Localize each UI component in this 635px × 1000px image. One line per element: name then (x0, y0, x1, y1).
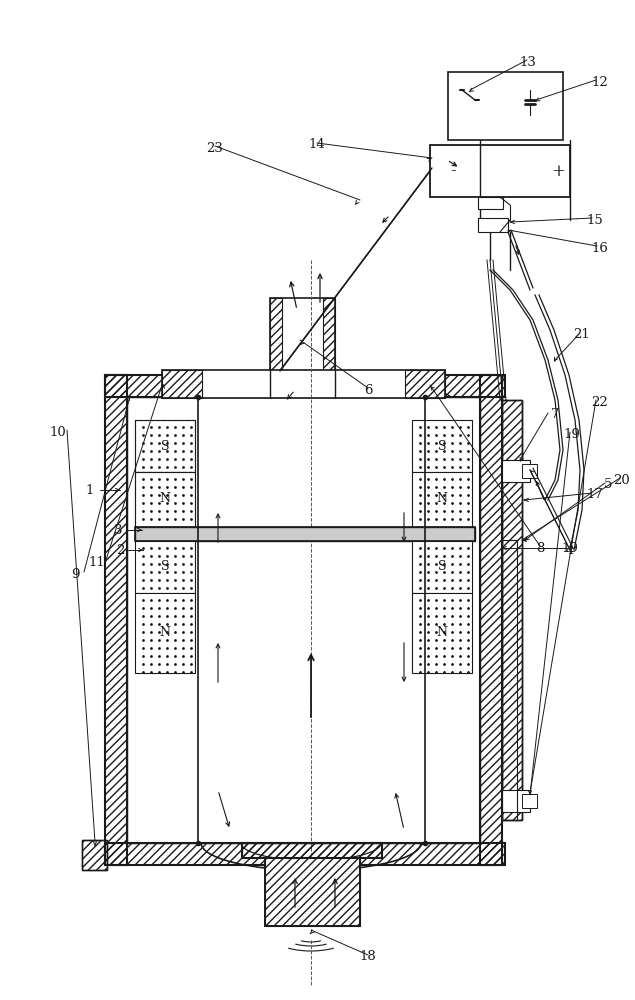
Bar (105, 375, 127, 865)
Text: 23: 23 (206, 141, 224, 154)
Text: 14: 14 (309, 138, 325, 151)
Bar (478, 218, 508, 232)
Text: 17: 17 (587, 488, 603, 502)
Bar (502, 540, 517, 820)
Text: 21: 21 (573, 328, 591, 342)
Text: 18: 18 (359, 950, 377, 964)
Text: +: + (551, 162, 565, 180)
Text: 9: 9 (70, 568, 79, 580)
Text: 3: 3 (114, 524, 123, 536)
Text: 13: 13 (519, 55, 537, 68)
Text: 7: 7 (551, 408, 559, 422)
Bar (405, 370, 445, 398)
Text: S: S (438, 560, 446, 574)
Bar (135, 593, 195, 673)
Bar (265, 858, 360, 926)
Text: 5: 5 (604, 479, 612, 491)
Bar (135, 472, 195, 527)
Bar (502, 400, 522, 820)
Bar (242, 843, 382, 858)
Bar (412, 541, 472, 593)
Bar (105, 843, 505, 865)
Text: N: N (436, 626, 448, 640)
Bar (502, 400, 522, 820)
Text: S: S (161, 560, 170, 574)
Bar (265, 858, 360, 926)
Bar (105, 843, 505, 865)
Text: 22: 22 (592, 396, 608, 410)
Bar (323, 298, 335, 376)
Bar (270, 298, 335, 376)
Text: 11: 11 (89, 556, 105, 568)
Text: -: - (450, 162, 456, 180)
Text: N: N (159, 492, 171, 506)
Bar (430, 145, 570, 197)
Bar (412, 593, 472, 673)
Bar (135, 472, 195, 527)
Bar (105, 375, 505, 397)
Bar (105, 375, 127, 865)
Bar (412, 420, 472, 472)
Bar (135, 541, 195, 593)
Bar (412, 472, 472, 527)
Text: 6: 6 (364, 383, 372, 396)
Text: N: N (436, 492, 448, 506)
Bar (522, 794, 537, 808)
Bar (82, 840, 107, 870)
Bar (448, 72, 563, 140)
Bar (478, 197, 503, 209)
Bar (270, 298, 282, 376)
Bar (480, 375, 502, 865)
Text: S: S (161, 440, 170, 452)
Text: N: N (159, 626, 171, 640)
Text: 20: 20 (613, 474, 631, 487)
Text: 4: 4 (566, 544, 574, 556)
Bar (135, 527, 475, 541)
Text: 16: 16 (592, 241, 608, 254)
Bar (265, 858, 360, 926)
Text: 8: 8 (536, 542, 544, 554)
Bar (522, 464, 537, 478)
Bar (242, 843, 382, 858)
Text: S: S (438, 440, 446, 452)
Text: 12: 12 (592, 76, 608, 89)
Text: 19: 19 (561, 542, 578, 554)
Bar (135, 527, 475, 541)
Bar (502, 460, 530, 482)
Bar (135, 420, 195, 472)
Text: 15: 15 (587, 214, 603, 227)
Bar (105, 375, 505, 397)
Bar (82, 840, 107, 870)
Bar (135, 420, 195, 472)
Text: 1: 1 (86, 484, 94, 496)
Bar (162, 370, 202, 398)
Text: 10: 10 (50, 426, 67, 438)
Text: 19: 19 (564, 428, 580, 440)
Text: 2: 2 (116, 544, 124, 556)
Bar (480, 375, 502, 865)
Bar (162, 370, 445, 398)
Bar (502, 400, 522, 820)
Bar (502, 790, 530, 812)
